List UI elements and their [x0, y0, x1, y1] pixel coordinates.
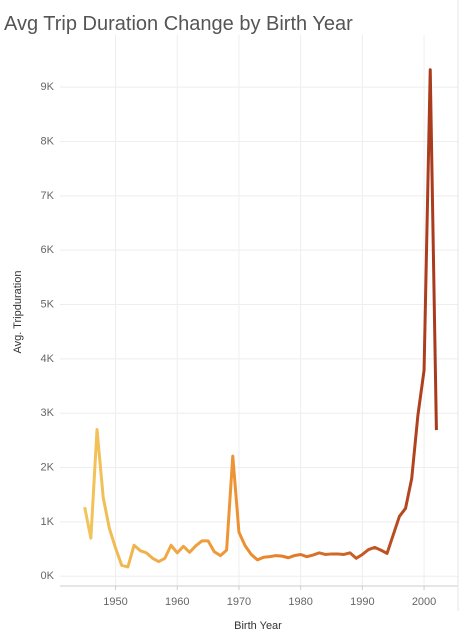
y-tick-label: 4K — [41, 353, 55, 365]
x-tick-label: 2000 — [412, 596, 436, 608]
y-tick-label: 7K — [41, 190, 55, 202]
x-axis-title: Birth Year — [234, 620, 282, 632]
y-tick-label: 9K — [41, 81, 55, 93]
y-tick-label: 0K — [41, 570, 55, 582]
trend-line — [83, 68, 438, 569]
x-tick-label: 1980 — [288, 596, 312, 608]
chart-title: Avg Trip Duration Change by Birth Year — [4, 13, 353, 35]
y-tick-label: 8K — [41, 135, 55, 147]
y-axis-title: Avg. Tripduration — [12, 271, 24, 354]
x-tick-label: 1990 — [350, 596, 374, 608]
y-tick-label: 1K — [41, 516, 55, 528]
x-tick-label: 1960 — [165, 596, 189, 608]
y-tick-label: 5K — [41, 298, 55, 310]
y-tick-label: 2K — [41, 461, 55, 473]
y-tick-label: 6K — [41, 244, 55, 256]
x-tick-label: 1950 — [103, 596, 127, 608]
y-tick-label: 3K — [41, 407, 55, 419]
x-tick-label: 1970 — [227, 596, 251, 608]
